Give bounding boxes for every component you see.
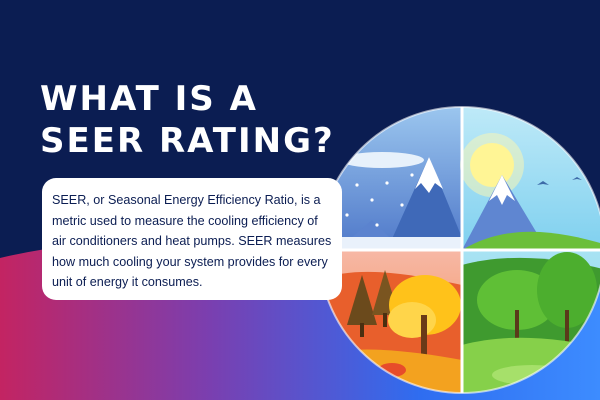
description-card: SEER, or Seasonal Energy Efficiency Rati… (42, 178, 342, 300)
description-text: SEER, or Seasonal Energy Efficiency Rati… (52, 193, 332, 289)
title-line-1: WHAT IS A (40, 79, 258, 119)
page-title: WHAT IS A SEER RATING? (40, 78, 370, 162)
four-seasons-globe-icon (318, 106, 600, 394)
title-line-2: SEER RATING? (40, 121, 335, 161)
